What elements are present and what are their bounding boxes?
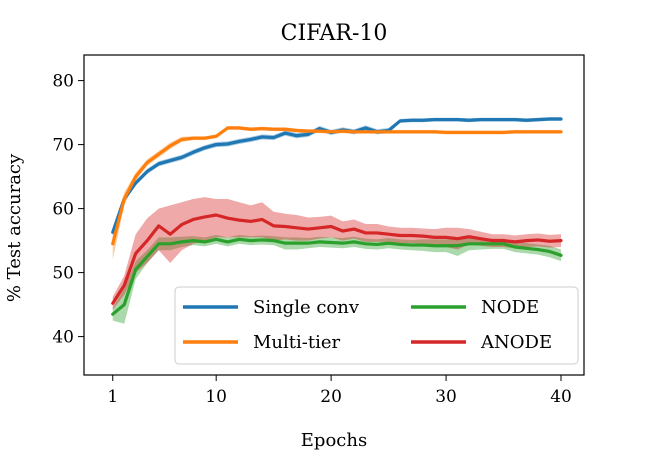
x-tick-label: 40 xyxy=(550,387,572,407)
x-tick-label: 30 xyxy=(435,387,457,407)
x-tick-label: 20 xyxy=(320,387,342,407)
x-tick-label: 10 xyxy=(205,387,227,407)
legend-label-anode: ANODE xyxy=(480,332,552,353)
series-lines xyxy=(111,117,563,316)
band-anode xyxy=(112,197,562,310)
x-axis-label: Epochs xyxy=(301,430,367,451)
legend-label-multi-tier: Multi-tier xyxy=(253,332,340,353)
y-tick-label: 40 xyxy=(52,328,74,348)
axis-ticks: 1 10 20 30 40 40 50 60 70 80 xyxy=(52,72,571,407)
y-tick-label: 50 xyxy=(52,264,74,284)
x-tick-label: 1 xyxy=(107,387,118,407)
y-tick-label: 60 xyxy=(52,200,74,220)
legend-box xyxy=(174,286,579,365)
series-line-multi-tier xyxy=(111,126,563,246)
plot-frame xyxy=(83,54,585,376)
legend-label-single-conv: Single conv xyxy=(253,297,360,318)
series-line-node xyxy=(111,237,563,316)
legend: Single conv Multi-tier NODE ANODE xyxy=(174,286,579,365)
series-line-anode xyxy=(111,213,563,305)
y-tick-label: 80 xyxy=(52,72,74,92)
chart-title: CIFAR-10 xyxy=(281,21,388,46)
legend-label-node: NODE xyxy=(481,297,539,318)
y-axis-label: % Test accuracy xyxy=(4,153,25,302)
y-tick-label: 70 xyxy=(52,136,74,156)
